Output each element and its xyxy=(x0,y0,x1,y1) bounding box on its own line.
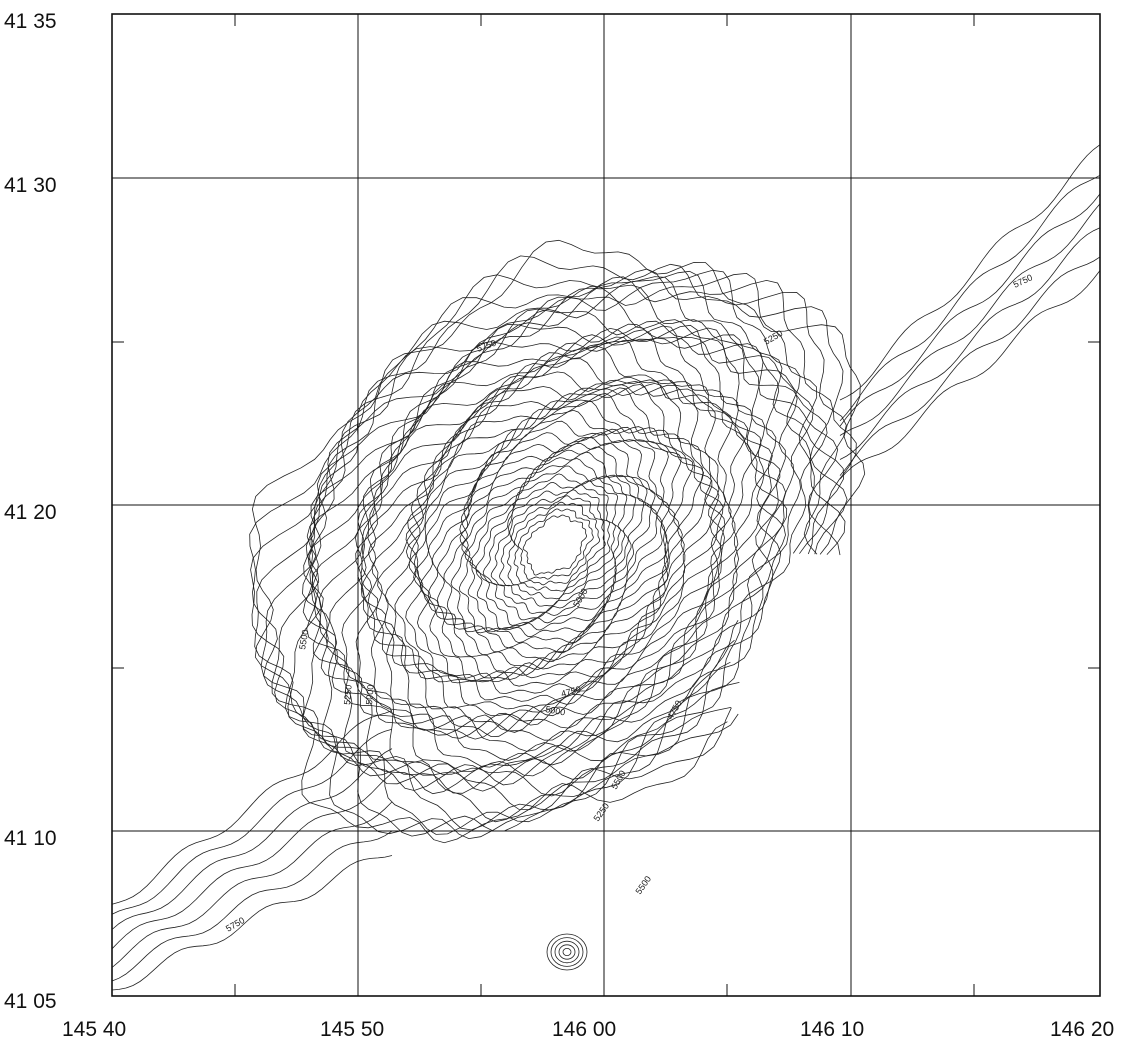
contour xyxy=(436,432,670,663)
contour xyxy=(355,336,773,739)
contour xyxy=(271,269,848,823)
contour xyxy=(361,358,749,738)
contour xyxy=(341,325,787,752)
contour xyxy=(513,501,601,586)
contour xyxy=(111,855,393,991)
contour xyxy=(357,345,762,740)
contour xyxy=(558,944,576,960)
latitude-label: 41 20 xyxy=(4,501,57,524)
contour-lines xyxy=(111,144,1101,991)
contour xyxy=(311,327,782,777)
contour xyxy=(251,239,866,844)
contour xyxy=(302,284,828,795)
contour xyxy=(405,387,720,687)
contour-label: 5750 xyxy=(224,915,246,934)
latitude-label: 41 30 xyxy=(4,174,57,197)
contour-labels: 5750 5500 5250 5000 4750 5750 5500 5250 … xyxy=(224,272,1034,933)
contour-label: 5500 xyxy=(609,769,628,791)
contour xyxy=(306,296,814,794)
contour xyxy=(306,308,798,792)
contour xyxy=(450,442,663,644)
contour xyxy=(554,940,580,964)
contour xyxy=(499,489,611,600)
contour-label: 4750 xyxy=(665,699,684,721)
latitude-label: 41 05 xyxy=(4,990,57,1013)
map-frame xyxy=(111,13,1101,997)
contour xyxy=(464,458,645,630)
contour-label: 5000 xyxy=(545,704,566,717)
longitude-label: 146 20 xyxy=(1050,1018,1114,1041)
contour-label: 5500 xyxy=(297,629,310,650)
contour xyxy=(367,371,733,733)
contour xyxy=(427,428,675,670)
contour xyxy=(461,451,652,633)
contour xyxy=(419,420,682,676)
ticks xyxy=(112,14,1100,996)
contour-label: 5500 xyxy=(633,874,653,896)
contour xyxy=(329,324,788,761)
contour xyxy=(111,801,393,968)
graticule xyxy=(111,13,1101,997)
contour xyxy=(413,409,694,680)
contour xyxy=(517,508,594,580)
longitude-label: 145 40 xyxy=(62,1018,126,1041)
contour-label: 5250 xyxy=(591,801,611,823)
contour xyxy=(490,484,616,607)
contour xyxy=(111,728,393,915)
contour xyxy=(507,495,606,592)
contour xyxy=(562,948,572,957)
contour-label: 5250 xyxy=(342,684,354,705)
longitude-label: 146 10 xyxy=(800,1018,864,1041)
contour xyxy=(384,382,726,705)
contour xyxy=(371,380,727,726)
contour xyxy=(522,514,587,576)
contour xyxy=(482,480,621,614)
contour xyxy=(458,446,658,638)
contour xyxy=(839,144,1101,401)
contour xyxy=(302,276,839,797)
contour xyxy=(839,270,1101,480)
contour xyxy=(839,256,1101,476)
contour xyxy=(111,748,393,930)
contour-label: 5750 xyxy=(475,338,497,354)
contour xyxy=(318,327,786,768)
contour xyxy=(111,710,393,905)
contour xyxy=(254,276,841,835)
contour xyxy=(546,933,588,971)
contour xyxy=(408,400,705,682)
contour xyxy=(839,174,1101,422)
longitude-label: 146 00 xyxy=(552,1018,616,1041)
contour-label: 5750 xyxy=(1012,272,1034,290)
contour xyxy=(284,270,845,811)
contour xyxy=(550,937,584,967)
contour xyxy=(475,473,628,621)
contour xyxy=(250,268,847,837)
latitude-label: 41 35 xyxy=(4,10,57,33)
contour xyxy=(839,203,1101,436)
contour xyxy=(839,193,1101,427)
contour-label: 5000 xyxy=(364,684,376,705)
contour xyxy=(111,772,393,950)
contour xyxy=(839,227,1101,460)
contour xyxy=(377,384,725,717)
contour xyxy=(111,830,393,982)
contour-label: 4750 xyxy=(560,684,582,699)
contour xyxy=(443,436,667,654)
longitude-label: 145 50 xyxy=(320,1018,384,1041)
latitude-label: 41 10 xyxy=(4,827,57,850)
contour xyxy=(469,465,637,626)
